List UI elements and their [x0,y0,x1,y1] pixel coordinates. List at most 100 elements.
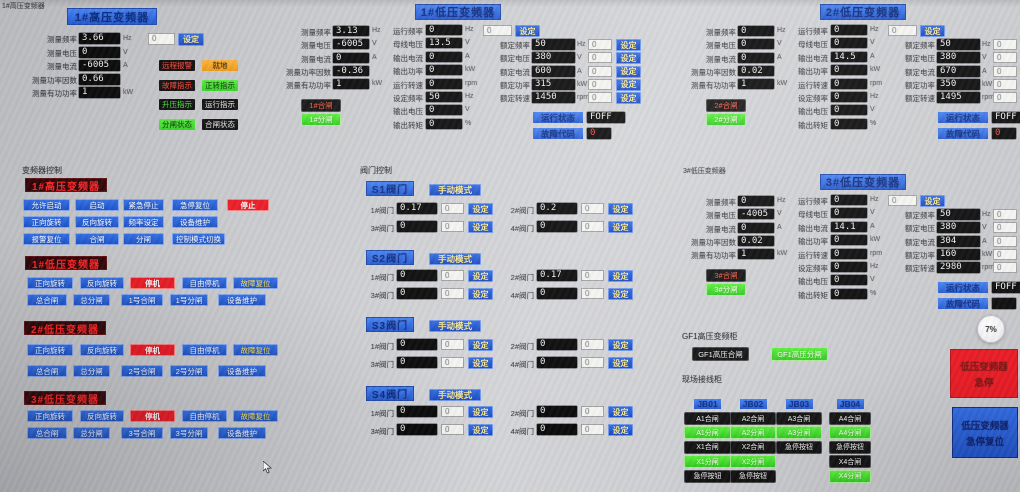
valve-input[interactable]: 0 [441,424,464,435]
control-button[interactable]: 正向旋转 [23,216,70,228]
set-button[interactable]: 设定 [468,339,493,351]
set-button[interactable]: 设定 [515,25,540,37]
junction-button[interactable]: X4合闸 [830,456,870,468]
valve-input[interactable]: 0 [581,424,604,435]
junction-button[interactable]: 急停按钮 [830,441,870,453]
set-button[interactable]: 设定 [468,288,493,300]
valve-input[interactable]: 0 [581,357,604,368]
rated-input[interactable]: 0 [588,92,612,104]
rated-input[interactable]: 0 [588,52,612,64]
control-button[interactable]: 允许启动 [23,199,70,211]
control-button[interactable]: 总分闸 [73,427,110,439]
gf1-open-button[interactable]: GF1高压分闸 [772,348,827,360]
set-button[interactable]: 设定 [468,203,493,215]
manual-mode-button[interactable]: 手动模式 [429,389,481,401]
control-button[interactable]: 设备维护 [218,365,266,377]
junction-button[interactable]: A3合闸 [777,413,821,424]
control-button[interactable]: 总合闸 [27,365,67,377]
control-button[interactable]: 自由停机 [182,277,227,289]
valve-input[interactable]: 0 [581,339,604,350]
manual-mode-button[interactable]: 手动模式 [429,253,481,265]
control-button[interactable]: 总合闸 [27,427,67,439]
gf1-close-button[interactable]: GF1高压合闸 [693,348,748,360]
control-button[interactable]: 停止 [227,199,269,211]
set-button[interactable]: 设定 [616,65,641,78]
control-button[interactable]: 合闸 [75,233,119,245]
set-button[interactable]: 设定 [608,357,633,369]
control-button[interactable]: 停机 [130,410,175,422]
control-button[interactable]: 故障复位 [233,277,278,289]
control-button[interactable]: 分闸 [123,233,164,245]
rated-input[interactable]: 0 [993,209,1017,220]
valve-input[interactable]: 0 [441,288,464,299]
control-button[interactable]: 反向旋转 [80,344,124,356]
rated-input[interactable]: 0 [993,39,1017,50]
valve-input[interactable]: 0 [441,339,464,350]
control-button[interactable]: 故障复位 [233,410,278,422]
control-button[interactable]: 正向旋转 [27,410,73,422]
junction-button[interactable]: X2合闸 [731,441,775,453]
set-button[interactable]: 设定 [468,221,493,233]
valve-input[interactable]: 0 [441,406,464,417]
valve-input[interactable]: 0 [581,270,604,281]
control-button[interactable]: 2号合闸 [121,365,163,377]
control-button[interactable]: 反向旋转 [75,216,119,228]
rated-input[interactable]: 0 [993,235,1017,247]
set-button[interactable]: 设定 [616,78,641,91]
frequency-setpoint-input[interactable]: 0 [483,25,512,36]
frequency-setpoint-input[interactable]: 0 [888,25,917,36]
junction-button[interactable]: 急停按钮 [731,470,775,482]
set-button[interactable]: 设定 [608,424,633,436]
hv1-indicator-1[interactable]: 就地 [202,60,238,71]
junction-button[interactable]: 急停按钮 [685,470,730,482]
control-button[interactable]: 反向旋转 [80,277,124,289]
rated-input[interactable]: 0 [993,262,1017,274]
set-button[interactable]: 设定 [468,270,493,282]
valve-input[interactable]: 0 [441,221,464,232]
control-button[interactable]: 1号合闸 [121,294,163,306]
valve-input[interactable]: 0 [441,203,464,214]
rated-input[interactable]: 0 [993,222,1017,234]
junction-button[interactable]: 急停按钮 [777,441,821,453]
junction-button[interactable]: X4分闸 [830,470,870,482]
set-button[interactable]: 设定 [608,406,633,418]
control-button[interactable]: 3号合闸 [121,427,163,439]
control-button[interactable]: 控制模式切换 [172,233,225,245]
set-button[interactable]: 设定 [616,92,641,105]
hv1-set-button[interactable]: 设定 [178,33,204,46]
control-button[interactable]: 正向旋转 [27,277,73,289]
lv-estop-button[interactable]: 低压变频器 急停 [951,350,1017,397]
control-button[interactable]: 总合闸 [27,294,67,306]
junction-button[interactable]: X2分闸 [731,456,775,468]
junction-button[interactable]: A1合闸 [685,413,730,424]
rated-input[interactable]: 0 [993,52,1017,64]
control-button[interactable]: 设备维护 [172,216,218,228]
control-button[interactable]: 3号分闸 [170,427,208,439]
junction-button[interactable]: X1分闸 [685,456,730,468]
control-button[interactable]: 总分闸 [73,365,110,377]
junction-button[interactable]: A2分闸 [731,427,775,439]
manual-mode-button[interactable]: 手动模式 [429,320,481,332]
valve-input[interactable]: 0 [441,357,464,368]
control-button[interactable]: 设备维护 [218,294,266,306]
junction-button[interactable]: A3分闸 [777,427,821,439]
control-button[interactable]: 启动 [75,199,119,211]
rated-input[interactable]: 0 [993,248,1017,260]
set-button[interactable]: 设定 [608,203,633,215]
rated-input[interactable]: 0 [588,39,612,50]
control-button[interactable]: 停机 [130,277,175,289]
breaker-close-button[interactable]: 3#合闸 [707,270,745,281]
valve-input[interactable]: 0 [441,270,464,281]
breaker-open-button[interactable]: 3#分闸 [707,284,745,295]
junction-button[interactable]: A4合闸 [830,413,870,424]
set-button[interactable]: 设定 [616,52,641,65]
valve-input[interactable]: 0 [581,203,604,214]
control-button[interactable]: 正向旋转 [27,344,73,356]
control-button[interactable]: 故障复位 [233,344,278,356]
set-button[interactable]: 设定 [608,339,633,351]
set-button[interactable]: 设定 [616,39,641,51]
control-button[interactable]: 1号分闸 [170,294,208,306]
control-button[interactable]: 频率设定 [123,216,164,228]
manual-mode-button[interactable]: 手动模式 [429,184,481,196]
breaker-open-button[interactable]: 2#分闸 [707,114,745,125]
